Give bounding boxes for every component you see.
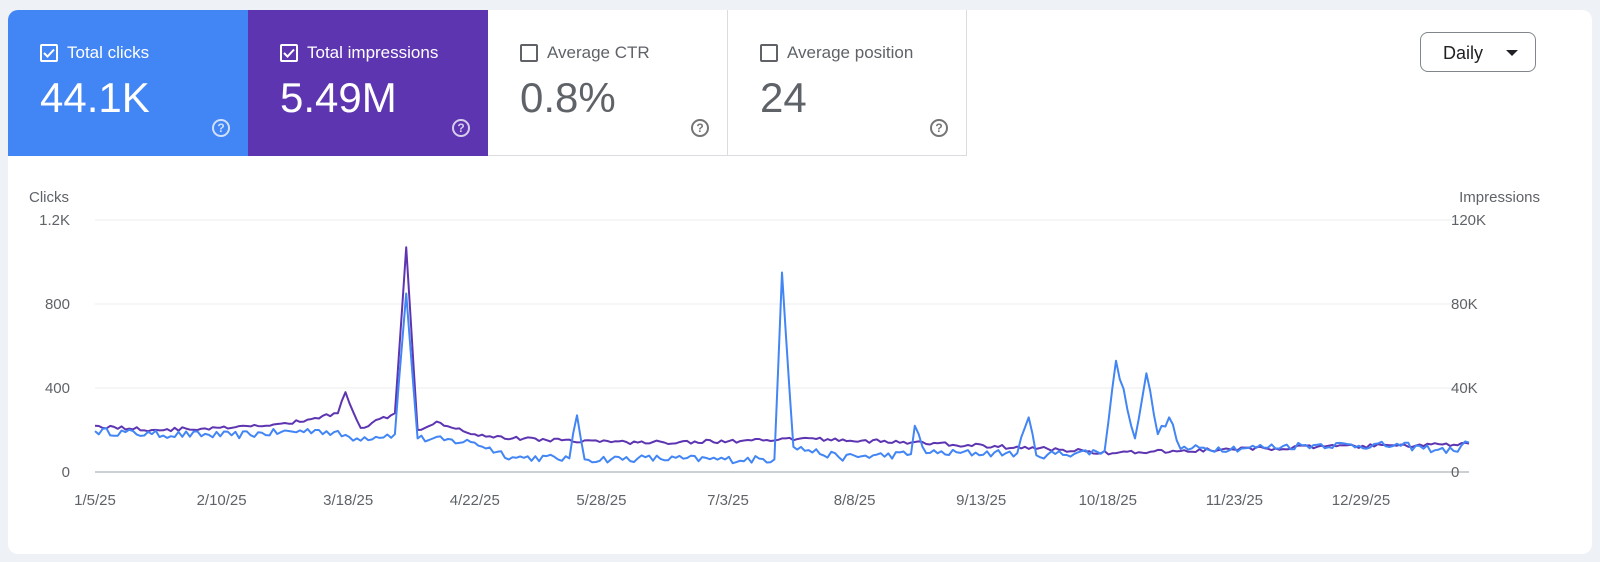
total-impressions-value: 5.49M	[280, 74, 397, 121]
checkbox-checked-icon[interactable]	[280, 44, 298, 62]
clicks-series-line	[94, 271, 1470, 465]
average-position-value: 24	[760, 74, 807, 121]
average-ctr-card[interactable]: Average CTR 0.8% ?	[488, 10, 728, 156]
total-clicks-card[interactable]: Total clicks 44.1K ?	[8, 10, 248, 156]
average-ctr-value: 0.8%	[520, 74, 616, 121]
left-tick-label: 0	[62, 464, 70, 481]
checkbox-unchecked-icon[interactable]	[520, 44, 538, 62]
total-impressions-label: Total impressions	[307, 43, 439, 62]
left-tick-label: 400	[45, 380, 70, 397]
x-tick-label: 10/18/25	[1079, 492, 1137, 509]
x-tick-label: 12/29/25	[1332, 492, 1390, 509]
average-position-card[interactable]: Average position 24 ?	[728, 10, 967, 156]
x-tick-label: 7/3/25	[707, 492, 749, 509]
help-icon[interactable]: ?	[691, 119, 709, 137]
x-tick-label: 8/8/25	[834, 492, 876, 509]
x-tick-label: 9/13/25	[956, 492, 1006, 509]
total-impressions-card[interactable]: Total impressions 5.49M ?	[248, 10, 488, 156]
x-tick-label: 2/10/25	[197, 492, 247, 509]
caret-down-icon	[1506, 50, 1518, 56]
x-tick-label: 5/28/25	[576, 492, 626, 509]
average-position-label: Average position	[787, 43, 914, 62]
left-tick-label: 800	[45, 296, 70, 313]
right-tick-label: 0	[1451, 464, 1459, 481]
left-tick-label: 1.2K	[39, 212, 70, 229]
left-axis-title: Clicks	[29, 189, 69, 206]
total-clicks-value: 44.1K	[40, 74, 150, 121]
x-tick-label: 11/23/25	[1206, 492, 1263, 509]
right-tick-label: 80K	[1451, 296, 1478, 313]
performance-chart: 0 0 400 40K 800 80K 1.2K 120K 1/5/25 2/10/25 3/18/…	[39, 212, 1486, 509]
average-ctr-label: Average CTR	[547, 43, 650, 62]
performance-panel: Total clicks 44.1K ? Total impressions 5…	[8, 10, 1592, 554]
right-tick-label: 120K	[1451, 212, 1486, 229]
help-icon[interactable]: ?	[452, 119, 470, 137]
x-tick-label: 4/22/25	[450, 492, 500, 509]
checkbox-unchecked-icon[interactable]	[760, 44, 778, 62]
total-clicks-label: Total clicks	[67, 43, 150, 62]
granularity-dropdown[interactable]: Daily	[1420, 32, 1536, 72]
right-tick-label: 40K	[1451, 380, 1478, 397]
checkbox-checked-icon[interactable]	[40, 44, 58, 62]
right-axis-title: Impressions	[1459, 189, 1540, 206]
help-icon[interactable]: ?	[930, 119, 948, 137]
help-icon[interactable]: ?	[212, 119, 230, 137]
x-tick-label: 3/18/25	[323, 492, 373, 509]
x-tick-label: 1/5/25	[74, 492, 116, 509]
granularity-label: Daily	[1443, 43, 1484, 63]
